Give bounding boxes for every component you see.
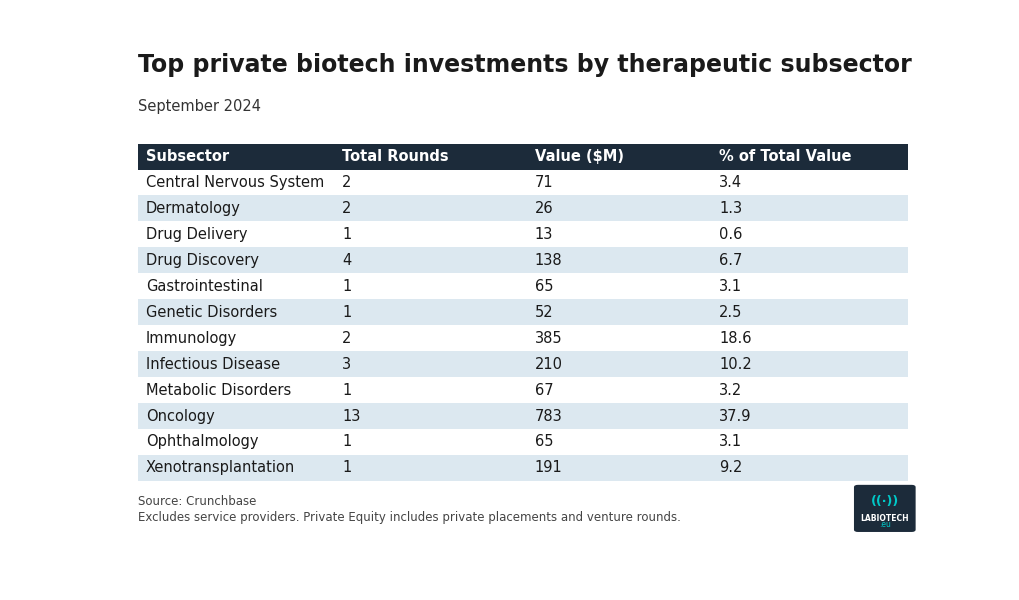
Text: 1.3: 1.3 [718,201,742,216]
Text: 3.1: 3.1 [718,279,742,294]
Text: Subsector: Subsector [146,149,228,164]
Text: 1: 1 [341,305,351,320]
Text: 0.6: 0.6 [718,227,742,242]
Bar [138,299,907,325]
Text: LABIOTECH: LABIOTECH [860,514,908,523]
Text: % of Total Value: % of Total Value [718,149,851,164]
Text: Drug Delivery: Drug Delivery [146,227,247,242]
Text: 6.7: 6.7 [718,253,742,268]
Bar [138,429,907,455]
Bar [138,403,907,429]
Text: Oncology: Oncology [146,409,214,424]
Text: 1: 1 [341,434,351,449]
Bar [138,351,907,377]
Text: 52: 52 [534,305,552,320]
Text: 1: 1 [341,383,351,398]
Text: 71: 71 [534,175,552,190]
Text: 13: 13 [534,227,552,242]
Text: 67: 67 [534,383,552,398]
Text: 65: 65 [534,434,552,449]
Bar [138,274,907,299]
Text: 2.5: 2.5 [718,305,742,320]
Text: 9.2: 9.2 [718,460,742,475]
Text: Central Nervous System: Central Nervous System [146,175,324,190]
Text: .eu: .eu [878,520,890,529]
Bar [138,196,907,221]
Text: Ophthalmology: Ophthalmology [146,434,258,449]
Text: 26: 26 [534,201,552,216]
Text: Source: Crunchbase: Source: Crunchbase [138,495,256,508]
Text: Top private biotech investments by therapeutic subsector: Top private biotech investments by thera… [138,53,911,77]
Text: 2: 2 [341,331,352,346]
FancyBboxPatch shape [853,485,915,532]
Text: 65: 65 [534,279,552,294]
Text: 385: 385 [534,331,561,346]
Text: 37.9: 37.9 [718,409,751,424]
Text: 3.1: 3.1 [718,434,742,449]
Text: Gastrointestinal: Gastrointestinal [146,279,262,294]
Text: Excludes service providers. Private Equity includes private placements and ventu: Excludes service providers. Private Equi… [138,511,680,524]
Text: 3: 3 [341,356,351,371]
Text: Drug Discovery: Drug Discovery [146,253,259,268]
Text: 1: 1 [341,227,351,242]
Text: Dermatology: Dermatology [146,201,240,216]
Text: Metabolic Disorders: Metabolic Disorders [146,383,290,398]
Bar [138,325,907,351]
Text: 3.2: 3.2 [718,383,742,398]
Text: 4: 4 [341,253,351,268]
Text: 3.4: 3.4 [718,175,742,190]
Text: Total Rounds: Total Rounds [341,149,448,164]
Bar [138,143,907,170]
Text: 13: 13 [341,409,360,424]
Text: 2: 2 [341,175,352,190]
Text: Value ($M): Value ($M) [534,149,623,164]
Text: 10.2: 10.2 [718,356,751,371]
Text: Immunology: Immunology [146,331,236,346]
Bar [138,221,907,247]
Text: 1: 1 [341,279,351,294]
Bar [138,455,907,481]
Text: September 2024: September 2024 [138,98,261,113]
Bar [138,170,907,196]
Text: ((·)): ((·)) [870,496,898,508]
Bar [138,377,907,403]
Text: 1: 1 [341,460,351,475]
Text: Genetic Disorders: Genetic Disorders [146,305,277,320]
Bar [138,247,907,274]
Text: Infectious Disease: Infectious Disease [146,356,279,371]
Text: 191: 191 [534,460,561,475]
Text: Xenotransplantation: Xenotransplantation [146,460,294,475]
Text: 138: 138 [534,253,561,268]
Text: 2: 2 [341,201,352,216]
Text: 783: 783 [534,409,561,424]
Text: 210: 210 [534,356,561,371]
Text: 18.6: 18.6 [718,331,751,346]
